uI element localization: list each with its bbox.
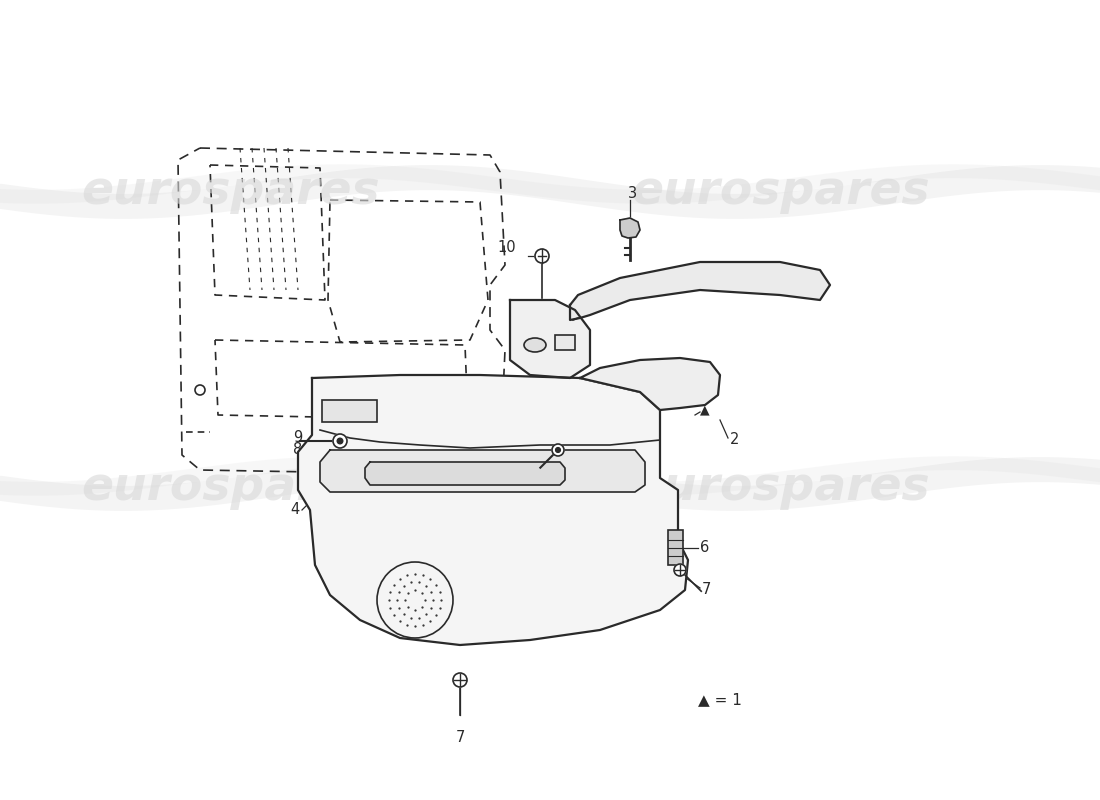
Text: 11: 11 (519, 430, 538, 446)
Polygon shape (298, 375, 688, 645)
Circle shape (552, 444, 564, 456)
Polygon shape (510, 300, 590, 378)
Polygon shape (570, 262, 830, 320)
Text: 8: 8 (293, 442, 303, 458)
Text: 12: 12 (519, 418, 538, 433)
Polygon shape (620, 218, 640, 238)
Polygon shape (320, 450, 645, 492)
Text: eurospares: eurospares (81, 466, 381, 510)
Text: 6: 6 (700, 541, 710, 555)
Text: ▲5: ▲5 (486, 382, 506, 398)
Text: 2: 2 (730, 433, 739, 447)
Bar (322, 400, 377, 422)
Circle shape (674, 564, 686, 576)
Circle shape (333, 434, 346, 448)
Text: 4: 4 (290, 502, 300, 518)
Text: 7: 7 (702, 582, 712, 598)
Circle shape (453, 673, 468, 687)
Text: eurospares: eurospares (631, 170, 931, 214)
Circle shape (535, 249, 549, 263)
Text: 9: 9 (293, 430, 303, 445)
Text: eurospares: eurospares (81, 170, 381, 214)
Circle shape (338, 438, 343, 444)
Text: ▲: ▲ (700, 403, 710, 417)
Text: 7: 7 (455, 730, 464, 745)
Text: 10: 10 (497, 241, 516, 255)
Ellipse shape (524, 338, 546, 352)
Circle shape (556, 448, 560, 452)
Polygon shape (580, 358, 720, 410)
Bar (668, 530, 683, 565)
Polygon shape (365, 462, 565, 485)
Bar (556, 335, 575, 350)
Text: ▲ = 1: ▲ = 1 (698, 693, 742, 707)
Text: 3: 3 (628, 186, 637, 201)
Text: eurospares: eurospares (631, 466, 931, 510)
